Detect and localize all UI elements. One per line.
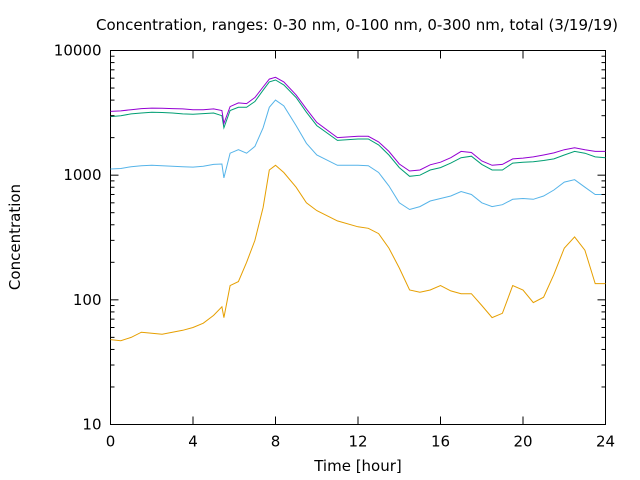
x-tick-label: 4 [188, 433, 198, 451]
x-tick-label: 12 [348, 433, 367, 451]
y-tick-label: 10000 [54, 42, 102, 60]
x-axis: 0 4 8 12 16 20 24 [106, 50, 615, 451]
y-tick-label: 1000 [63, 166, 101, 184]
x-tick-label: 20 [513, 433, 532, 451]
x-tick-label: 16 [431, 433, 450, 451]
x-tick-label: 24 [596, 433, 615, 451]
series-line-4 [110, 76, 606, 172]
x-tick-label: 8 [271, 433, 281, 451]
series-layer [110, 76, 606, 342]
y-axis: 10 100 1000 10000 [54, 42, 606, 434]
plot-frame [110, 50, 606, 425]
series-line-3 [110, 79, 606, 177]
y-axis-label: Concentration [6, 184, 24, 290]
plot-area [110, 50, 606, 425]
y-tick-label: 10 [82, 416, 101, 434]
y-tick-label: 100 [73, 291, 102, 309]
x-tick-label: 0 [106, 433, 116, 451]
series-line-2 [110, 99, 606, 211]
x-axis-label: Time [hour] [313, 457, 402, 475]
series-line-1 [110, 164, 606, 342]
chart-title: Concentration, ranges: 0-30 nm, 0-100 nm… [96, 16, 618, 34]
